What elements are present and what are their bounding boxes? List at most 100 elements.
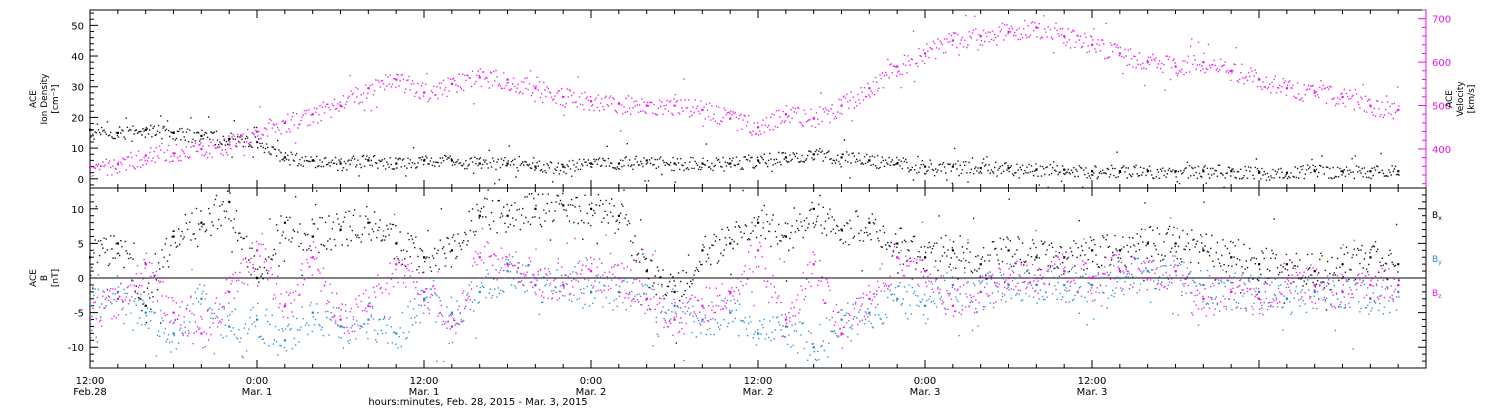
data-point bbox=[951, 39, 955, 42]
data-point bbox=[1313, 170, 1316, 173]
data-point bbox=[423, 297, 426, 300]
data-point bbox=[1397, 290, 1400, 294]
data-point bbox=[228, 325, 231, 328]
data-point bbox=[1202, 61, 1205, 64]
data-point bbox=[868, 311, 871, 314]
data-point bbox=[283, 304, 287, 307]
data-point bbox=[673, 304, 676, 307]
y-right-tick-label: 400 bbox=[1432, 145, 1451, 156]
data-point bbox=[840, 228, 843, 231]
data-point bbox=[172, 235, 175, 238]
data-point bbox=[1091, 249, 1094, 252]
data-point bbox=[311, 311, 314, 314]
data-point bbox=[1202, 283, 1205, 287]
data-point bbox=[979, 167, 982, 170]
data-point bbox=[1258, 290, 1261, 294]
series-black bbox=[89, 115, 1400, 189]
data-point bbox=[617, 214, 621, 217]
data-point bbox=[172, 311, 175, 314]
series-Bx bbox=[89, 189, 1400, 344]
data-point bbox=[840, 332, 843, 335]
data-point bbox=[1007, 167, 1010, 170]
data-point bbox=[1202, 170, 1205, 173]
data-point bbox=[311, 256, 314, 259]
data-point bbox=[924, 256, 927, 259]
data-point bbox=[478, 76, 481, 79]
data-point bbox=[757, 159, 760, 162]
data-point bbox=[311, 235, 314, 238]
data-point bbox=[896, 297, 899, 300]
data-point bbox=[562, 165, 565, 168]
x-tick-time-label: 0:00 bbox=[580, 376, 602, 387]
data-point bbox=[812, 207, 815, 210]
data-point bbox=[1202, 297, 1205, 300]
y-tick-label: -5 bbox=[74, 309, 84, 320]
data-point bbox=[534, 165, 537, 168]
data-point bbox=[1369, 256, 1372, 259]
x-tick-date-label: Feb.28 bbox=[73, 387, 107, 398]
data-point bbox=[450, 325, 454, 328]
data-point bbox=[283, 156, 287, 159]
data-point bbox=[562, 283, 565, 287]
data-point bbox=[89, 165, 92, 168]
data-point bbox=[1397, 108, 1400, 112]
data-point bbox=[1174, 270, 1177, 273]
y-tick-label: 10 bbox=[71, 205, 84, 216]
data-point bbox=[868, 221, 871, 224]
data-point bbox=[590, 207, 593, 210]
x-tick-time-label: 12:00 bbox=[76, 376, 105, 387]
data-point bbox=[339, 325, 342, 328]
data-point bbox=[172, 332, 175, 335]
data-point bbox=[283, 339, 287, 342]
data-point bbox=[701, 304, 704, 307]
y-right-tick-label: 700 bbox=[1432, 15, 1451, 26]
data-point bbox=[1118, 277, 1122, 280]
data-point bbox=[812, 346, 815, 349]
data-point bbox=[1285, 297, 1289, 300]
y-tick-label: 40 bbox=[71, 52, 84, 63]
data-cloud bbox=[90, 217, 1400, 363]
data-point bbox=[200, 147, 203, 151]
data-point bbox=[1369, 283, 1372, 287]
x-tick-date-label: Mar. 2 bbox=[576, 387, 607, 398]
data-point bbox=[617, 277, 621, 280]
data-point bbox=[729, 311, 732, 314]
data-point bbox=[673, 104, 676, 107]
x-axis-title: hours:minutes, Feb. 28, 2015 - Mar. 3, 2… bbox=[368, 397, 587, 408]
data-point bbox=[1285, 263, 1289, 266]
legend-entry-z: Bz bbox=[1432, 289, 1441, 300]
data-point bbox=[534, 283, 537, 287]
data-point bbox=[1341, 170, 1344, 173]
data-point bbox=[367, 221, 370, 224]
data-point bbox=[478, 162, 481, 165]
x-tick-time-label: 12:00 bbox=[410, 376, 439, 387]
data-point bbox=[478, 214, 481, 217]
data-point bbox=[896, 242, 899, 245]
data-point bbox=[951, 304, 955, 307]
data-point bbox=[1063, 168, 1066, 171]
data-point bbox=[395, 332, 398, 335]
data-point bbox=[924, 52, 927, 55]
data-point bbox=[1146, 270, 1149, 273]
data-point bbox=[784, 113, 788, 116]
data-point bbox=[1230, 170, 1233, 173]
y-axis-label: ACE bbox=[29, 90, 39, 108]
data-point bbox=[339, 104, 342, 107]
data-point bbox=[200, 297, 203, 300]
data-point bbox=[228, 143, 231, 146]
data-point bbox=[868, 297, 871, 300]
data-point bbox=[673, 162, 676, 165]
data-point bbox=[979, 290, 982, 294]
x-tick-date-label: Mar. 1 bbox=[242, 387, 273, 398]
data-point bbox=[645, 270, 648, 273]
data-point bbox=[1313, 290, 1316, 294]
data-point bbox=[506, 214, 509, 217]
data-point bbox=[812, 263, 815, 266]
data-point bbox=[1285, 277, 1289, 280]
data-point bbox=[784, 318, 788, 321]
data-point bbox=[1035, 277, 1038, 280]
data-point bbox=[757, 126, 760, 129]
data-point bbox=[1063, 283, 1066, 287]
data-point bbox=[1118, 270, 1122, 273]
